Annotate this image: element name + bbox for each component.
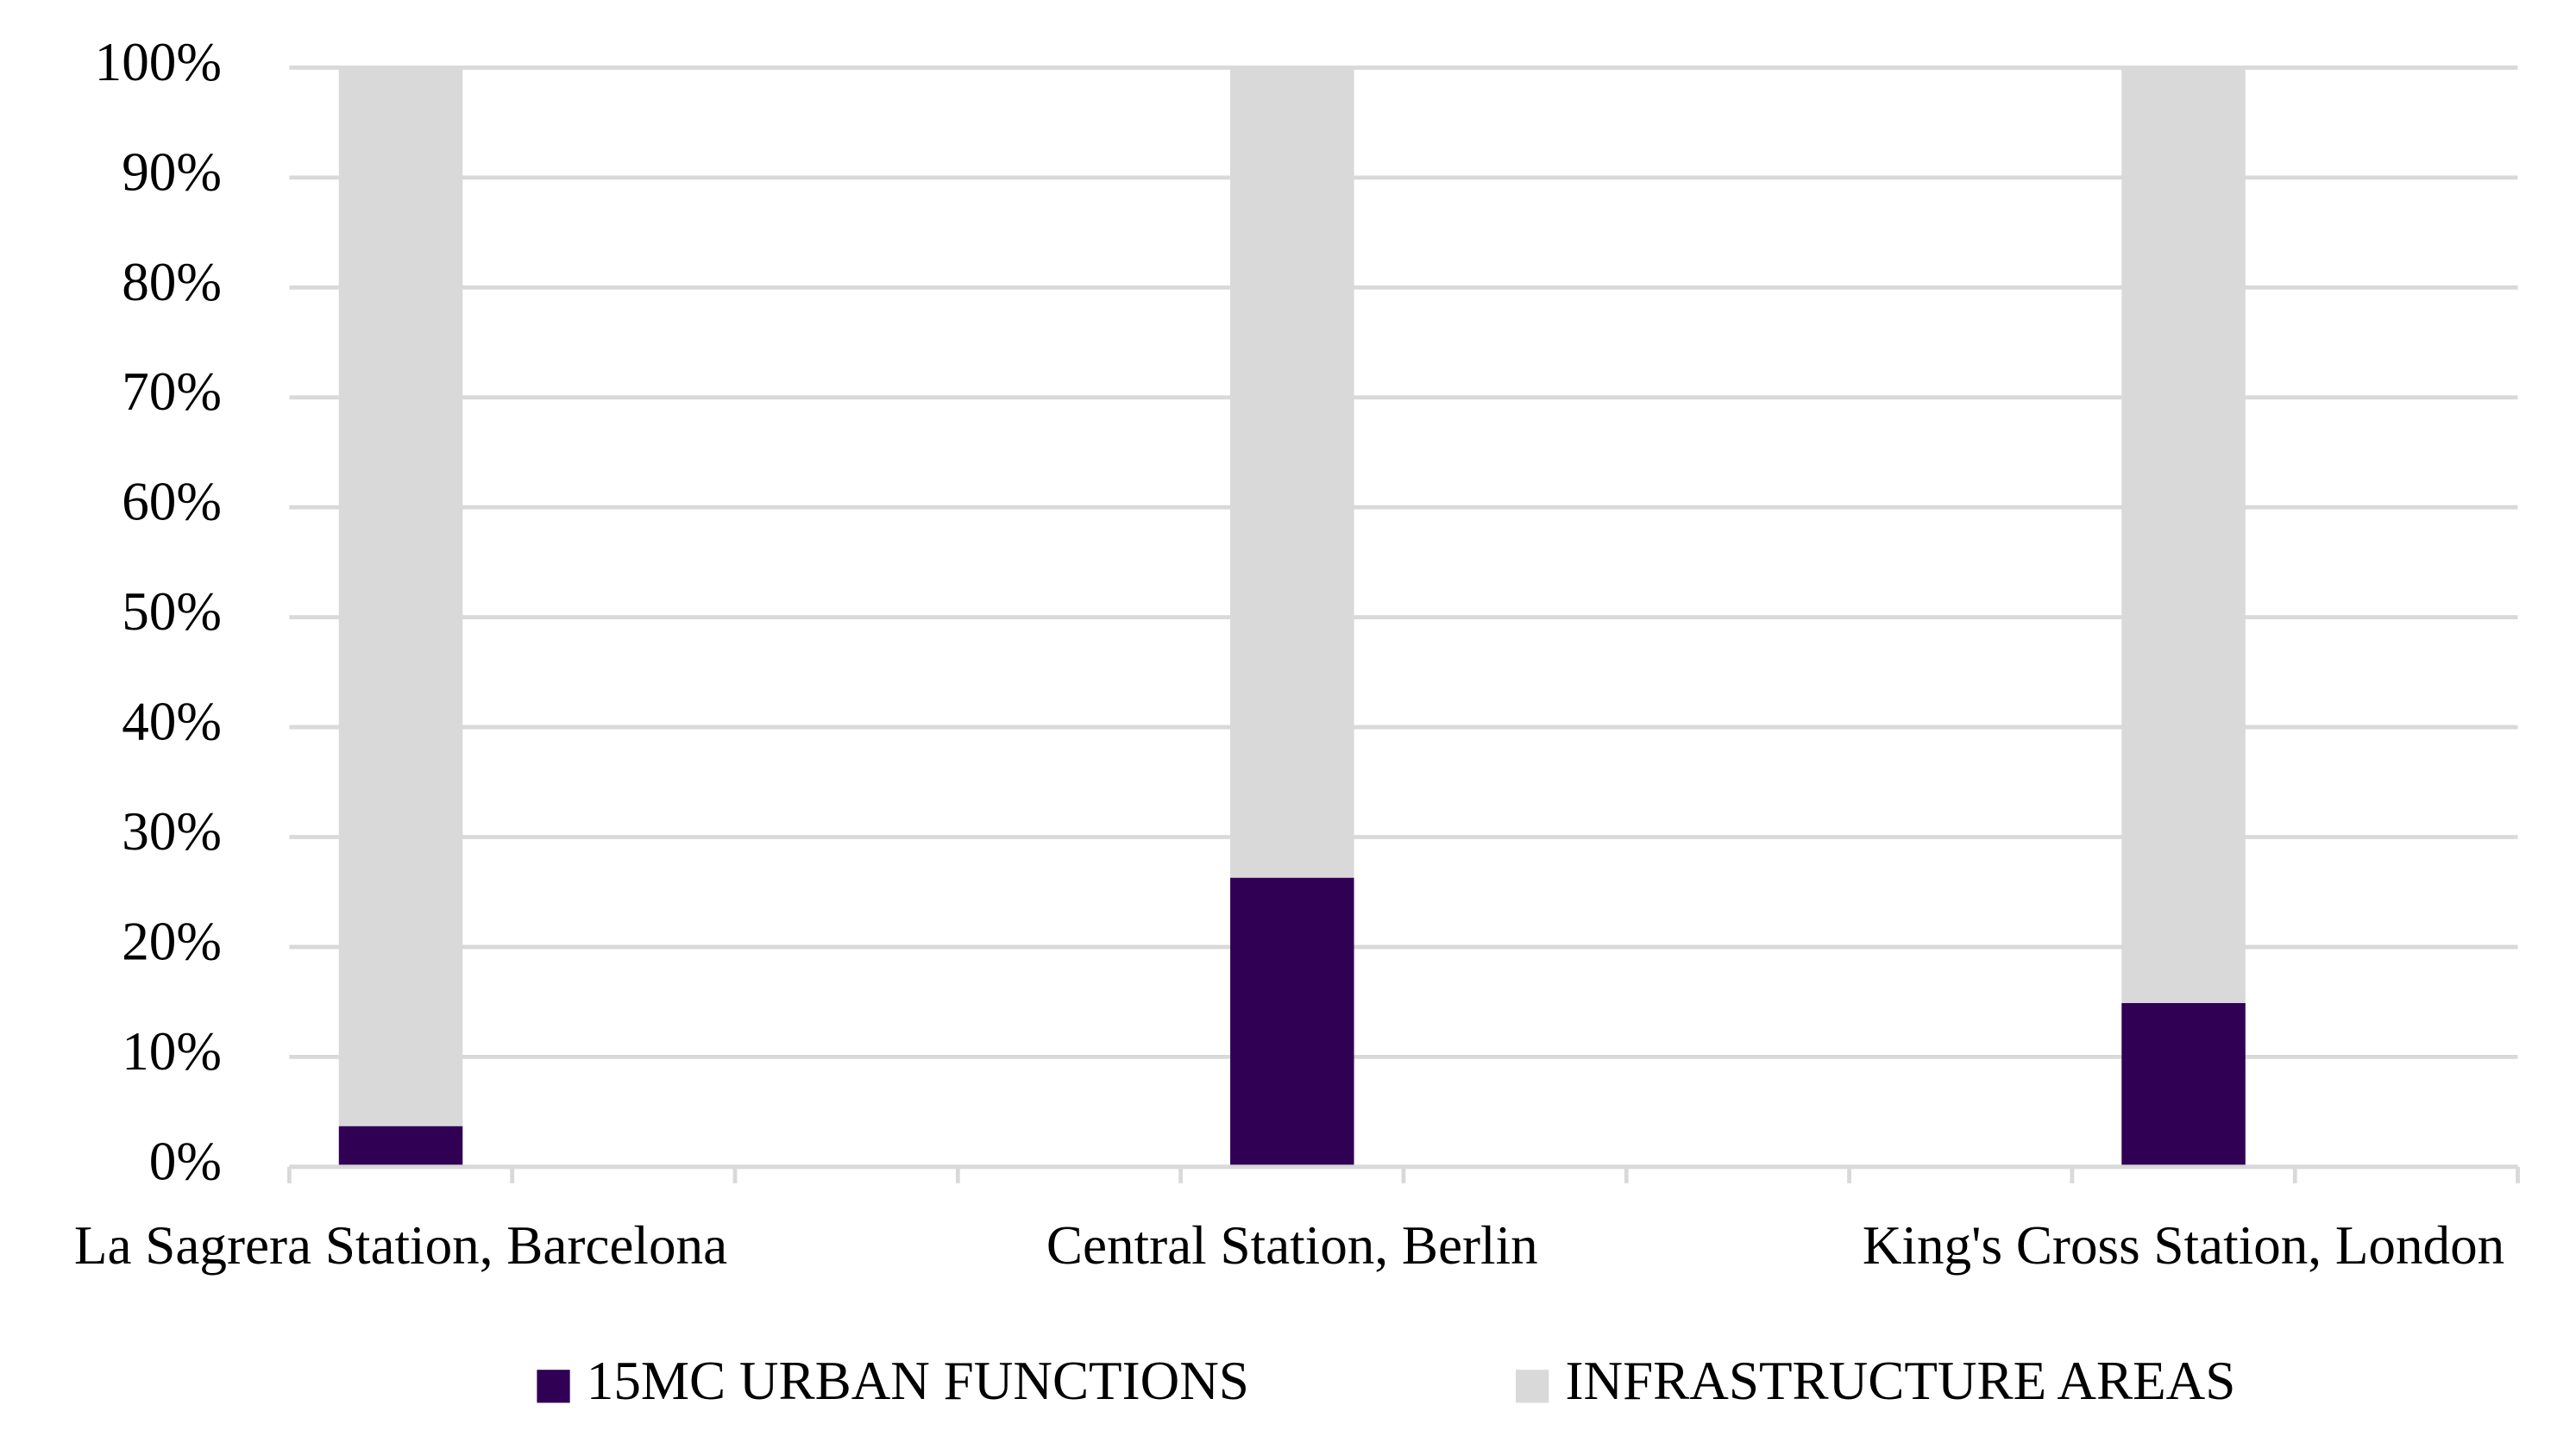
bar-segment [338, 1126, 463, 1167]
y-tick-label: 80% [122, 252, 222, 312]
x-tick-label: La Sagrera Station, Barcelona [74, 1215, 727, 1276]
legend-swatch [1516, 1370, 1549, 1403]
legend-swatch [537, 1370, 570, 1403]
x-tick-label: King's Cross Station, London [1863, 1215, 2504, 1276]
y-tick-label: 60% [122, 472, 222, 532]
y-tick-label: 50% [122, 581, 222, 642]
y-tick-label: 30% [122, 801, 222, 862]
y-tick-label: 90% [122, 141, 222, 202]
legend-label: INFRASTRUCTURE AREAS [1565, 1351, 2235, 1411]
bar-segment [1230, 877, 1354, 1167]
bar-segment [2121, 67, 2246, 1003]
y-tick-label: 0% [149, 1131, 222, 1191]
bar-segment [1230, 67, 1354, 878]
y-tick-label: 20% [122, 911, 222, 971]
x-tick-label: Central Station, Berlin [1046, 1215, 1538, 1276]
y-tick-label: 100% [95, 32, 222, 92]
y-tick-label: 70% [122, 361, 222, 422]
bar-segment [338, 67, 463, 1126]
y-tick-label: 40% [122, 692, 222, 752]
bar-segment [2121, 1002, 2246, 1167]
legend-label: 15MC URBAN FUNCTIONS [587, 1351, 1249, 1411]
y-tick-label: 10% [122, 1021, 222, 1082]
